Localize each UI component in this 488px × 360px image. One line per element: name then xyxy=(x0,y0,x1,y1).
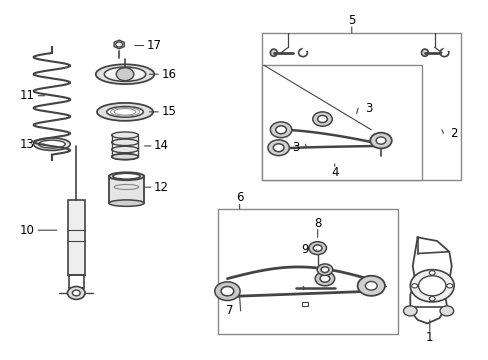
Ellipse shape xyxy=(34,138,70,150)
Circle shape xyxy=(221,287,233,296)
Circle shape xyxy=(313,245,322,251)
Circle shape xyxy=(357,276,384,296)
Text: 7: 7 xyxy=(225,305,233,318)
Circle shape xyxy=(267,140,289,156)
Bar xyxy=(217,209,397,334)
Circle shape xyxy=(375,137,385,144)
Text: 5: 5 xyxy=(347,14,355,27)
Circle shape xyxy=(308,242,326,255)
Ellipse shape xyxy=(111,132,138,138)
Text: 12: 12 xyxy=(154,181,169,194)
Polygon shape xyxy=(114,40,124,49)
Circle shape xyxy=(317,116,327,123)
Circle shape xyxy=(403,306,416,316)
Circle shape xyxy=(270,122,291,138)
Text: 8: 8 xyxy=(313,216,321,230)
Bar xyxy=(109,176,144,203)
Text: 9: 9 xyxy=(301,243,308,256)
Ellipse shape xyxy=(109,200,144,206)
Ellipse shape xyxy=(97,103,153,121)
Circle shape xyxy=(275,126,286,134)
Bar xyxy=(261,65,422,180)
Circle shape xyxy=(315,271,334,286)
Ellipse shape xyxy=(111,139,138,145)
Ellipse shape xyxy=(39,140,65,148)
Text: 2: 2 xyxy=(449,127,457,140)
Circle shape xyxy=(418,276,445,296)
Ellipse shape xyxy=(270,49,277,56)
Circle shape xyxy=(369,133,391,148)
Text: 3: 3 xyxy=(365,102,372,115)
Circle shape xyxy=(411,284,417,288)
Ellipse shape xyxy=(111,154,138,159)
Text: 1: 1 xyxy=(425,331,433,344)
Ellipse shape xyxy=(111,146,138,153)
Ellipse shape xyxy=(104,67,145,81)
Text: 3: 3 xyxy=(291,141,299,154)
Text: 13: 13 xyxy=(20,138,35,150)
Circle shape xyxy=(273,144,284,152)
Circle shape xyxy=(116,42,122,47)
Text: 6: 6 xyxy=(235,192,243,204)
Circle shape xyxy=(409,270,453,302)
Bar xyxy=(68,200,84,275)
Text: 4: 4 xyxy=(330,166,338,179)
Circle shape xyxy=(439,306,453,316)
Circle shape xyxy=(67,287,85,300)
Text: 16: 16 xyxy=(161,68,176,81)
Text: 11: 11 xyxy=(20,89,35,102)
Ellipse shape xyxy=(109,172,144,180)
Circle shape xyxy=(365,282,376,290)
Circle shape xyxy=(321,267,328,273)
Text: 14: 14 xyxy=(154,139,169,152)
Text: 15: 15 xyxy=(161,105,176,118)
Circle shape xyxy=(428,271,434,275)
Circle shape xyxy=(214,282,240,301)
Circle shape xyxy=(116,68,134,81)
Circle shape xyxy=(428,297,434,301)
Circle shape xyxy=(446,284,452,288)
Circle shape xyxy=(317,264,332,275)
Circle shape xyxy=(312,112,331,126)
Bar xyxy=(261,33,461,180)
Ellipse shape xyxy=(113,174,140,179)
Bar xyxy=(302,302,307,306)
Circle shape xyxy=(72,290,80,296)
Ellipse shape xyxy=(421,49,427,56)
Circle shape xyxy=(320,275,329,282)
Text: 10: 10 xyxy=(20,224,35,237)
Ellipse shape xyxy=(111,153,138,160)
Ellipse shape xyxy=(96,64,154,84)
Text: 17: 17 xyxy=(146,39,162,52)
Ellipse shape xyxy=(106,107,143,117)
